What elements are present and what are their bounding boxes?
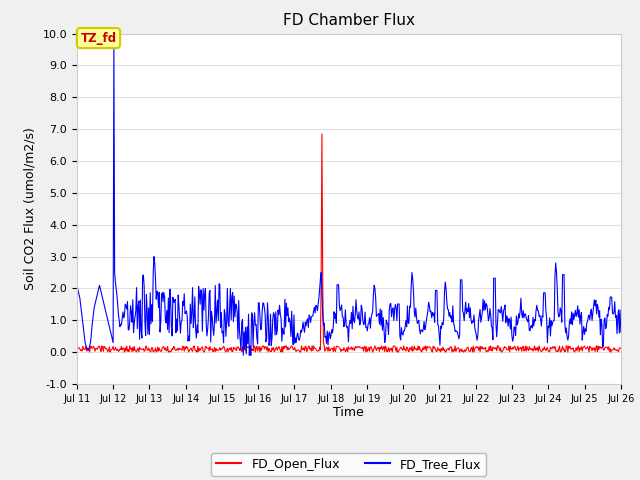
- FD_Tree_Flux: [73, 282, 81, 288]
- FD_Tree_Flux: [433, 288, 440, 293]
- Title: FD Chamber Flux: FD Chamber Flux: [283, 13, 415, 28]
- FD_Tree_Flux: [195, 284, 202, 289]
- FD_Open_Flux: [140, 346, 147, 351]
- X-axis label: Time: Time: [333, 407, 364, 420]
- FD_Open_Flux: [223, 346, 231, 351]
- Line: FD_Tree_Flux: FD_Tree_Flux: [77, 45, 621, 355]
- FD_Open_Flux: [195, 348, 202, 354]
- FD_Tree_Flux: [223, 286, 231, 291]
- FD_Tree_Flux: [417, 331, 424, 336]
- FD_Tree_Flux: [83, 345, 90, 350]
- Y-axis label: Soil CO2 Flux (umol/m2/s): Soil CO2 Flux (umol/m2/s): [24, 127, 37, 290]
- Text: TZ_fd: TZ_fd: [81, 32, 116, 45]
- FD_Open_Flux: [83, 348, 90, 354]
- FD_Open_Flux: [617, 345, 625, 351]
- Line: FD_Open_Flux: FD_Open_Flux: [77, 134, 621, 352]
- FD_Tree_Flux: [110, 42, 118, 48]
- FD_Open_Flux: [73, 345, 81, 350]
- FD_Open_Flux: [417, 348, 424, 354]
- FD_Tree_Flux: [239, 352, 247, 358]
- FD_Tree_Flux: [140, 272, 147, 278]
- Legend: FD_Open_Flux, FD_Tree_Flux: FD_Open_Flux, FD_Tree_Flux: [211, 453, 486, 476]
- FD_Open_Flux: [318, 131, 326, 137]
- FD_Open_Flux: [106, 349, 114, 355]
- FD_Open_Flux: [433, 348, 440, 354]
- FD_Tree_Flux: [617, 329, 625, 335]
